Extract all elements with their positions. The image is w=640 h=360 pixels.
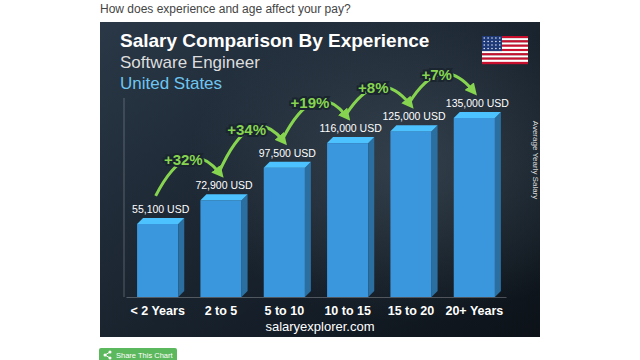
flag-stripe — [482, 62, 528, 64]
flag-star — [484, 44, 485, 45]
bar-front — [454, 118, 495, 297]
y-axis-title: Average Yearly Salary — [531, 121, 540, 200]
bars — [137, 112, 501, 297]
bar-front — [390, 131, 431, 297]
chart-background-glow — [100, 22, 540, 337]
data-label: 97,500 USD — [259, 147, 317, 159]
x-tick: 5 to 10 — [265, 297, 305, 318]
data-label: 72,900 USD — [195, 179, 253, 191]
chart-subtitle: Software Engineer — [120, 53, 260, 72]
bar-side — [432, 125, 438, 297]
flag-star — [495, 41, 496, 42]
data-label: 55,100 USD — [132, 203, 190, 215]
bar — [137, 218, 184, 297]
flag-icon — [482, 36, 528, 64]
bar — [264, 162, 311, 297]
bar-front — [264, 168, 305, 297]
share-icon-dot[interactable] — [109, 357, 112, 360]
bar-top — [454, 112, 501, 118]
flag-star — [499, 44, 500, 45]
x-tick: < 2 Years — [130, 297, 184, 318]
growth-label: +34% — [227, 121, 266, 138]
bar-side — [368, 137, 374, 297]
page-canvas: How does experience and age affect your … — [0, 0, 640, 360]
flag-star — [499, 48, 500, 49]
flag-stripe — [482, 58, 528, 60]
chart-background — [100, 22, 540, 337]
flag-stripe — [482, 51, 528, 53]
flag-star — [484, 41, 485, 42]
flag-star — [499, 37, 500, 38]
bar-top — [137, 218, 184, 224]
bar-side — [495, 112, 501, 297]
bar-side — [242, 194, 248, 297]
data-label: 125,000 USD — [382, 110, 445, 122]
x-tick-label: < 2 Years — [130, 304, 184, 318]
flag-stripe — [482, 60, 528, 62]
source-label: salaryexplorer.com — [265, 319, 374, 334]
x-tick-label: 20+ Years — [445, 304, 503, 318]
x-tick-label: 2 to 5 — [205, 304, 238, 318]
page-heading: How does experience and age affect your … — [100, 2, 351, 16]
flag-canton — [482, 36, 502, 51]
flag-star — [491, 48, 492, 49]
bar — [390, 125, 437, 297]
flag-star — [487, 41, 488, 42]
share-button-bg[interactable] — [99, 348, 177, 360]
growth-label: +32% — [164, 151, 203, 168]
bar — [200, 194, 247, 297]
x-tick-label: 10 to 15 — [324, 304, 371, 318]
x-axis: < 2 Years 2 to 5 5 to 10 10 to 15 15 to 20 20… — [127, 297, 507, 318]
x-tick: 10 to 15 — [324, 297, 371, 318]
data-label: 116,000 USD — [320, 122, 383, 134]
data-label: 135,000 USD — [446, 97, 509, 109]
share-icon-dot[interactable] — [104, 354, 107, 357]
x-axis-line — [127, 297, 507, 298]
bar — [327, 137, 374, 297]
growth-label: +8% — [358, 79, 388, 96]
growth-arcs: +32% +34% +19% +8% +7% — [156, 66, 473, 196]
chart-title: Salary Comparison By Experience — [120, 30, 429, 51]
y-axis-line — [124, 98, 125, 297]
bar-front — [200, 200, 241, 297]
flag-stripe — [482, 53, 528, 55]
flag-star — [499, 41, 500, 42]
x-tick: 2 to 5 — [205, 297, 238, 318]
x-tick-label: 5 to 10 — [265, 304, 305, 318]
flag-star — [495, 37, 496, 38]
x-tick-label: 15 to 20 — [388, 304, 435, 318]
bar-front — [327, 143, 368, 297]
flag-star — [491, 44, 492, 45]
location-label: United States — [120, 74, 222, 93]
bar-top — [264, 162, 311, 168]
growth-label: +7% — [421, 66, 451, 83]
bar-top — [200, 194, 247, 200]
flag-star — [487, 48, 488, 49]
flag-star — [484, 37, 485, 38]
share-icon-dot[interactable] — [109, 351, 112, 354]
share-icon[interactable] — [104, 351, 112, 360]
flag-star — [495, 48, 496, 49]
bar-top — [390, 125, 437, 131]
flag-stripe — [482, 55, 528, 57]
bar-front — [137, 224, 178, 297]
x-tick: 20+ Years — [445, 297, 503, 318]
bar-side — [305, 162, 311, 297]
share-button-label[interactable]: Share This Chart — [116, 351, 173, 360]
share-button[interactable]: Share This Chart — [99, 348, 177, 360]
flag-star — [484, 48, 485, 49]
flag-star — [491, 41, 492, 42]
growth-label: +19% — [291, 94, 330, 111]
x-tick: 15 to 20 — [388, 297, 435, 318]
flag-star — [491, 37, 492, 38]
flag-star — [495, 44, 496, 45]
bar-top — [327, 137, 374, 143]
bar — [454, 112, 501, 297]
bar-side — [178, 218, 184, 297]
data-labels: 55,100 USD 72,900 USD 97,500 USD 116,000 US… — [132, 97, 509, 215]
flag-star — [487, 37, 488, 38]
flag-star — [487, 44, 488, 45]
